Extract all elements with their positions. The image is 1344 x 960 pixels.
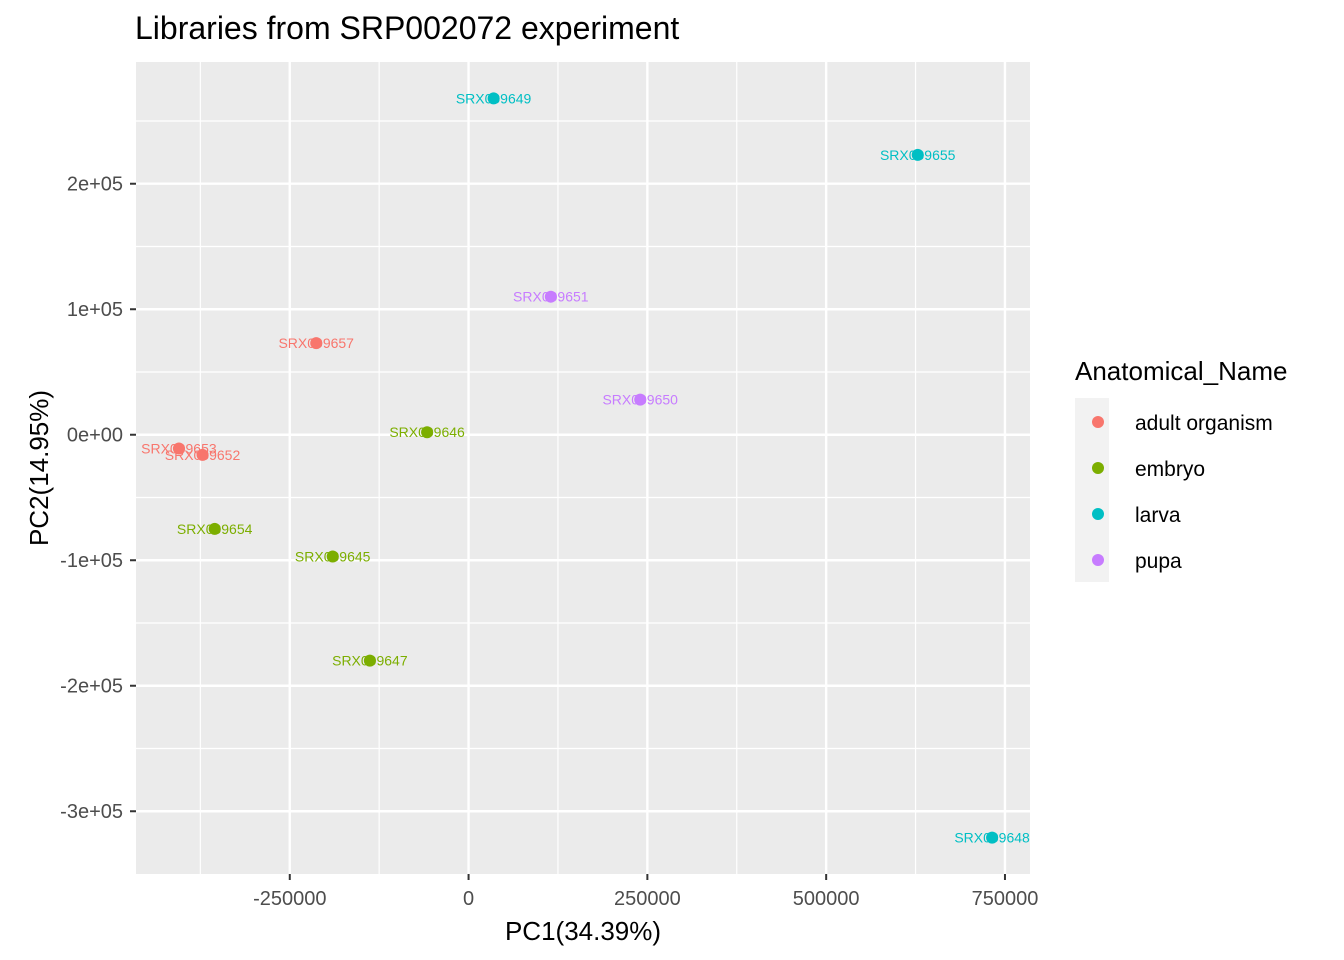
data-point xyxy=(911,148,924,161)
y-tick-label: 2e+05 xyxy=(67,174,123,196)
legend-key xyxy=(1092,416,1104,428)
data-point xyxy=(172,442,185,455)
y-axis-title: PC2(14.95%) xyxy=(24,390,54,546)
point-label: SRX009654 xyxy=(177,521,253,537)
data-point xyxy=(634,393,647,406)
point-label: SRX009649 xyxy=(456,90,532,106)
x-tick-label: 500000 xyxy=(793,888,860,910)
data-point xyxy=(487,92,500,105)
y-tick-label: -2e+05 xyxy=(60,676,123,698)
y-tick-label: 1e+05 xyxy=(67,299,123,321)
data-point xyxy=(986,831,999,844)
point-label: SRX009646 xyxy=(389,424,465,440)
point-label: SRX009648 xyxy=(954,830,1030,846)
chart-title: Libraries from SRP002072 experiment xyxy=(135,10,679,46)
data-point xyxy=(363,654,376,667)
minor-gridlines xyxy=(136,62,1030,874)
x-axis-ticks: -250000 0 250000 500000 750000 xyxy=(253,874,1038,910)
data-point xyxy=(421,426,434,439)
data-points xyxy=(172,92,999,844)
legend: Anatomical_Name adult organism embryo larv… xyxy=(1075,356,1287,582)
point-label: SRX009657 xyxy=(278,335,354,351)
x-tick-label: 250000 xyxy=(614,888,681,910)
x-axis-title: PC1(34.39%) xyxy=(505,916,661,946)
legend-key xyxy=(1092,508,1104,520)
legend-label: adult organism xyxy=(1135,412,1273,435)
point-label: SRX009652 xyxy=(165,447,241,463)
point-label: SRX009650 xyxy=(602,392,678,408)
point-label: SRX009647 xyxy=(332,653,408,669)
point-label: SRX009651 xyxy=(513,289,589,305)
y-axis-ticks: -3e+05 -2e+05 -1e+05 0e+00 1e+05 2e+05 xyxy=(60,174,136,823)
data-point xyxy=(310,337,323,350)
legend-items: adult organism embryo larva pupa xyxy=(1092,412,1273,573)
y-tick-label: -1e+05 xyxy=(60,550,123,572)
legend-label: pupa xyxy=(1135,550,1182,573)
x-tick-label: -250000 xyxy=(253,888,326,910)
data-point xyxy=(544,290,557,303)
plot-panel xyxy=(136,62,1030,874)
data-point xyxy=(208,522,221,535)
legend-label: larva xyxy=(1135,504,1181,527)
x-tick-label: 750000 xyxy=(972,888,1039,910)
point-label: SRX009645 xyxy=(295,548,371,564)
major-gridlines xyxy=(136,62,1030,874)
data-point xyxy=(196,448,209,461)
legend-label: embryo xyxy=(1135,458,1205,481)
data-point xyxy=(326,550,339,563)
point-label: SRX009655 xyxy=(880,147,956,163)
y-tick-label: -3e+05 xyxy=(60,801,123,823)
y-tick-label: 0e+00 xyxy=(67,425,123,447)
legend-title: Anatomical_Name xyxy=(1075,356,1287,386)
point-label: SRX009653 xyxy=(141,441,217,457)
data-point-labels: SRX009649 SRX009655 SRX009648 SRX009651 SRX0… xyxy=(141,90,1030,845)
x-tick-label: 0 xyxy=(463,888,474,910)
legend-key-background xyxy=(1075,398,1109,582)
legend-key xyxy=(1092,462,1104,474)
legend-key xyxy=(1092,554,1104,566)
